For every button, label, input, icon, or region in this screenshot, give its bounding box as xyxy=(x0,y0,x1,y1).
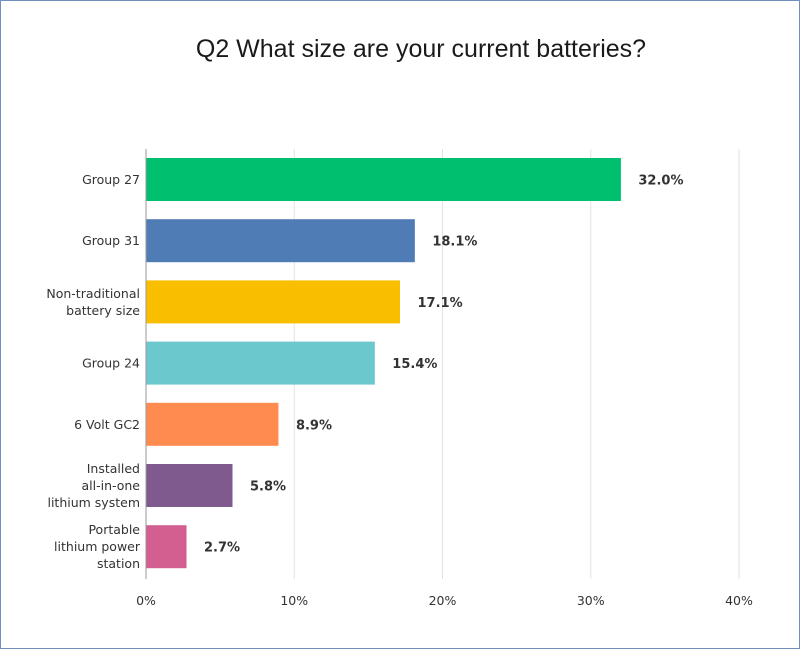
category-label: Group 27 xyxy=(82,172,140,187)
category-label: Portable xyxy=(88,522,140,537)
category-label: battery size xyxy=(66,303,140,318)
category-label: station xyxy=(97,556,140,571)
data-label: 18.1% xyxy=(432,235,477,250)
data-label: 17.1% xyxy=(418,296,463,311)
x-tick-label: 10% xyxy=(280,593,308,608)
chart-title: Q2 What size are your current batteries? xyxy=(195,35,647,63)
category-label: 6 Volt GC2 xyxy=(74,417,140,432)
bar xyxy=(146,402,279,446)
category-label: Group 31 xyxy=(82,233,140,248)
x-tick-label: 0% xyxy=(136,593,156,608)
bar xyxy=(146,219,415,263)
data-label: 5.8% xyxy=(250,480,286,495)
x-tick-label: 40% xyxy=(725,593,753,608)
bar xyxy=(146,464,233,507)
bar xyxy=(146,525,187,569)
x-tick-label: 30% xyxy=(577,593,605,608)
category-label: lithium power xyxy=(54,539,141,554)
category-label: all-in-one xyxy=(81,478,140,493)
data-label: 15.4% xyxy=(392,357,437,372)
data-label: 2.7% xyxy=(204,541,240,556)
bar xyxy=(146,341,375,385)
category-label: Group 24 xyxy=(82,356,140,371)
bar xyxy=(146,158,621,201)
data-label: 8.9% xyxy=(296,418,332,433)
data-label: 32.0% xyxy=(638,174,683,189)
category-label: lithium system xyxy=(47,495,140,510)
bar xyxy=(146,280,401,324)
x-tick-label: 20% xyxy=(429,593,457,608)
category-label: Non-traditional xyxy=(46,286,140,301)
category-label: Installed xyxy=(87,461,140,476)
